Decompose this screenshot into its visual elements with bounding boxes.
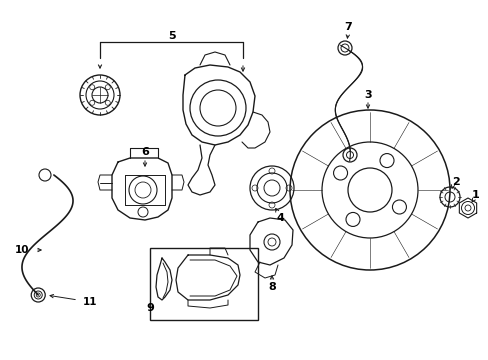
Text: 7: 7 xyxy=(344,22,351,32)
Text: 8: 8 xyxy=(267,282,275,292)
Text: 11: 11 xyxy=(82,297,97,307)
Text: 5: 5 xyxy=(168,31,176,41)
Text: 4: 4 xyxy=(276,213,284,223)
Text: 2: 2 xyxy=(451,177,459,187)
Text: 9: 9 xyxy=(146,303,154,313)
Text: 1: 1 xyxy=(471,190,479,200)
Text: 3: 3 xyxy=(364,90,371,100)
Text: 6: 6 xyxy=(141,147,149,157)
Text: 10: 10 xyxy=(15,245,29,255)
Bar xyxy=(150,248,258,320)
